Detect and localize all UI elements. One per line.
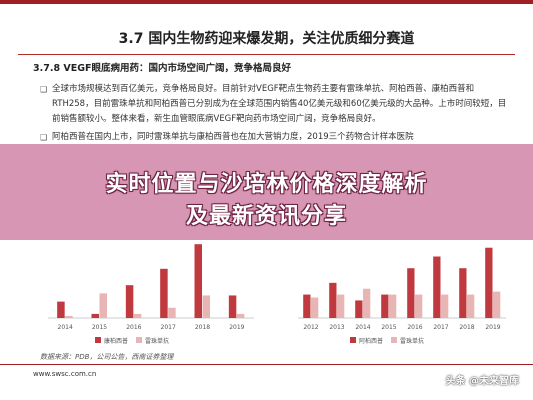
legend-swatch: [136, 337, 143, 343]
bar: [389, 294, 397, 318]
bar: [303, 294, 311, 318]
bar: [57, 301, 65, 318]
x-tick-label: 2016: [126, 324, 141, 331]
bar: [99, 293, 107, 318]
x-tick-label: 2018: [195, 324, 210, 331]
legend-label: 雷珠单抗: [145, 337, 170, 345]
x-tick-label: 2017: [161, 324, 176, 331]
legend-item: 雷珠单抗: [391, 336, 424, 345]
bar: [202, 295, 210, 318]
bar: [355, 300, 363, 318]
section-title: 3.7.8 VEGF眼底病用药：国内市场空间广阔，竞争格局良好: [33, 63, 291, 74]
bullet-item: ❑ 全球市场规模达到百亿美元，竞争格局良好。目前针对VEGF靶点生物药主要有雷珠…: [40, 82, 510, 127]
right-legend: 阿柏西普 雷珠单抗: [350, 335, 432, 345]
footer-divider: [0, 364, 533, 365]
bar: [493, 291, 501, 318]
legend-item: 雷珠单抗: [136, 336, 169, 345]
left-bar-chart: 2014 2015 2016 2017 2018 2019: [48, 244, 254, 331]
bar: [168, 307, 176, 318]
x-tick-label: 2014: [355, 324, 370, 331]
checkbox-bullet-icon: ❑: [40, 133, 48, 142]
x-tick-label: 2018: [459, 324, 474, 331]
slide-header: 3.7 国内生物药迎来爆发期，关注优质细分赛道: [0, 24, 533, 55]
chart-right: 2012 2013 2014 2015 2016 2017 2018 2019: [290, 232, 510, 342]
bar: [337, 294, 345, 318]
bar: [407, 268, 415, 318]
bullet-list: ❑ 全球市场规模达到百亿美元，竞争格局良好。目前针对VEGF靶点生物药主要有雷珠…: [40, 82, 510, 148]
x-tick-label: 2015: [381, 324, 396, 331]
banner-title-line-1: 实时位置与沙培林价格深度解析: [105, 172, 428, 197]
legend-label: 阿柏西普: [359, 337, 384, 345]
banner-title-line-2: 及最新资讯分享: [185, 204, 347, 229]
bar: [459, 268, 467, 318]
bar: [441, 294, 449, 318]
bar: [311, 297, 319, 318]
legend-label: 康柏西普: [104, 337, 129, 345]
watermark: 头条 @未来智库: [445, 376, 519, 387]
bar: [433, 256, 441, 318]
x-tick-label: 2016: [407, 324, 422, 331]
chart-left: 2014 2015 2016 2017 2018 2019: [40, 232, 258, 342]
legend-swatch: [391, 337, 398, 343]
slide-title: 3.7 国内生物药迎来爆发期，关注优质细分赛道: [118, 31, 415, 47]
bar: [236, 313, 245, 318]
bar: [125, 285, 134, 318]
data-source-note: 数据来源：PDB，公司公告，西南证券整理: [40, 353, 174, 361]
bullet-text: 全球市场规模达到百亿美元，竞争格局良好。目前针对VEGF靶点生物药主要有雷珠单抗…: [52, 84, 507, 124]
bar: [467, 294, 475, 318]
website-link[interactable]: www.swsc.com.cn: [33, 370, 97, 378]
bullet-text: 阿柏西普在国内上市，同时雷珠单抗与康柏西普也在加大营销力度，2019三个药物合计…: [52, 132, 414, 142]
header-divider: [18, 54, 515, 55]
x-tick-label: 2015: [92, 324, 107, 331]
legend-swatch: [95, 337, 101, 343]
bar: [133, 313, 142, 318]
right-bar-chart: 2012 2013 2014 2015 2016 2017 2018 2019: [298, 247, 506, 331]
title-banner-overlay: 实时位置与沙培林价格深度解析 及最新资讯分享: [0, 144, 533, 240]
legend-label: 雷珠单抗: [400, 337, 425, 345]
x-tick-label: 2017: [433, 324, 448, 331]
bar: [415, 294, 423, 318]
bar: [160, 268, 168, 318]
left-legend: 康柏西普 雷珠单抗: [95, 335, 177, 345]
legend-item: 康柏西普: [95, 336, 128, 345]
bar: [381, 294, 389, 318]
legend-item: 阿柏西普: [350, 336, 383, 345]
top-accent-rule: [0, 0, 533, 4]
x-tick-label: 2012: [303, 324, 318, 331]
bar: [65, 315, 73, 318]
x-tick-label: 2019: [229, 324, 244, 331]
bullet-item: ❑ 阿柏西普在国内上市，同时雷珠单抗与康柏西普也在加大营销力度，2019三个药物…: [40, 130, 510, 145]
bar: [91, 313, 99, 318]
bar: [363, 288, 371, 318]
bar: [194, 244, 202, 318]
legend-swatch: [350, 337, 356, 343]
x-tick-label: 2013: [329, 324, 344, 331]
x-tick-label: 2014: [58, 324, 73, 331]
bar: [228, 295, 237, 318]
bar: [329, 282, 337, 318]
checkbox-bullet-icon: ❑: [40, 85, 48, 94]
x-tick-label: 2019: [485, 324, 500, 331]
bar: [485, 247, 493, 318]
